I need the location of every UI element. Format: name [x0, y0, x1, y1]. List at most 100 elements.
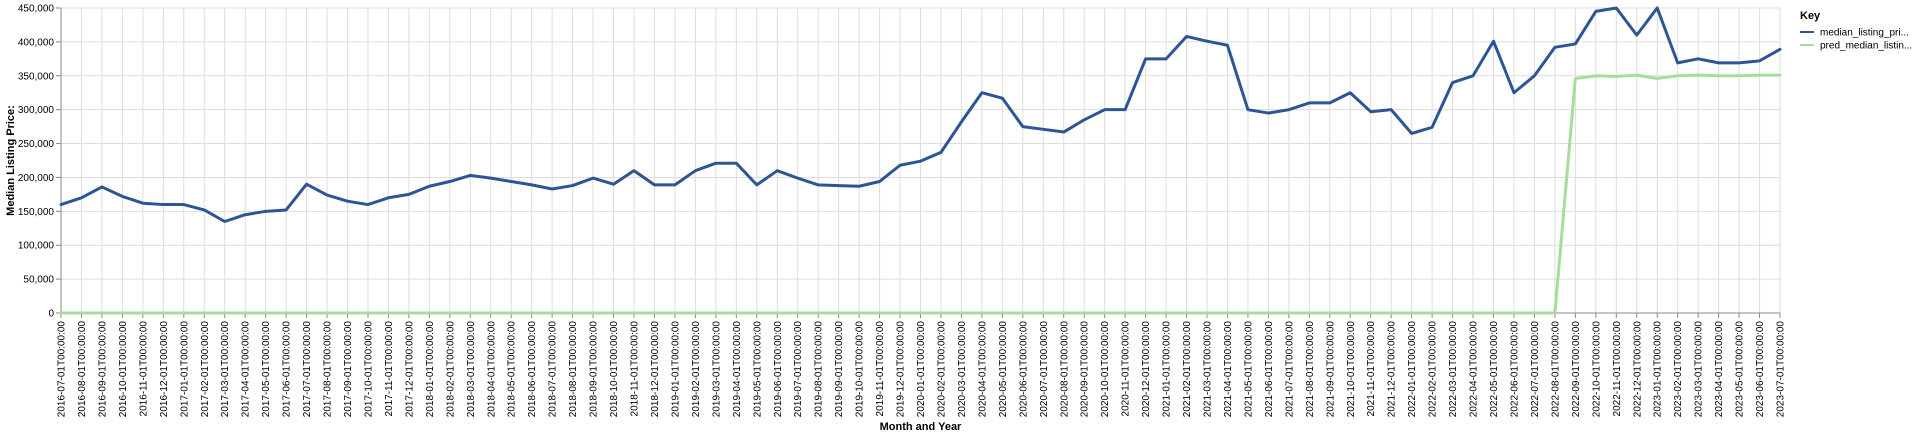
x-tick-label: 2021-11-01T00:00:00: [1366, 321, 1377, 417]
x-tick-label: 2020-12-01T00:00:00: [1141, 321, 1152, 418]
y-tick-label: 350,000: [18, 71, 55, 82]
x-tick-label: 2019-07-01T00:00:00: [793, 321, 804, 418]
x-tick-label: 2022-04-01T00:00:00: [1469, 321, 1480, 418]
x-tick-label: 2018-11-01T00:00:00: [630, 321, 641, 417]
x-tick-label: 2019-08-01T00:00:00: [814, 321, 825, 418]
y-tick-label: 450,000: [18, 4, 55, 15]
x-tick-label: 2021-07-01T00:00:00: [1284, 321, 1295, 418]
x-tick-label: 2017-05-01T00:00:00: [261, 321, 272, 418]
x-tick-label: 2021-02-01T00:00:00: [1182, 321, 1193, 418]
x-tick-label: 2021-09-01T00:00:00: [1325, 321, 1336, 418]
x-tick-label: 2018-02-01T00:00:00: [445, 321, 456, 418]
y-tick-label: 300,000: [18, 105, 55, 116]
x-tick-label: 2022-02-01T00:00:00: [1428, 321, 1439, 418]
legend-label: pred_median_listin...: [1820, 41, 1912, 52]
x-tick-label: 2017-09-01T00:00:00: [343, 321, 354, 418]
series-line-1: [59, 6, 1782, 223]
x-tick-label: 2023-07-01T00:00:00: [1776, 321, 1787, 418]
x-tick-label: 2020-08-01T00:00:00: [1059, 321, 1070, 418]
x-tick-label: 2017-10-01T00:00:00: [363, 321, 374, 418]
y-axis-title: Median Listing Price:: [5, 105, 17, 216]
y-tick-label: 150,000: [18, 207, 55, 218]
x-tick-label: 2017-02-01T00:00:00: [200, 321, 211, 418]
x-tick-label: 2019-03-01T00:00:00: [711, 321, 722, 418]
x-tick-label: 2017-04-01T00:00:00: [241, 321, 252, 418]
x-tick-label: 2020-07-01T00:00:00: [1039, 321, 1050, 418]
x-tick-label: 2021-08-01T00:00:00: [1305, 321, 1316, 418]
x-tick-label: 2020-10-01T00:00:00: [1100, 321, 1111, 418]
x-tick-label: 2023-02-01T00:00:00: [1673, 321, 1684, 418]
x-tick-label: 2016-10-01T00:00:00: [118, 321, 129, 418]
x-tick-label: 2023-03-01T00:00:00: [1694, 321, 1705, 418]
x-tick-label: 2019-12-01T00:00:00: [896, 321, 907, 418]
x-tick-label: 2019-09-01T00:00:00: [834, 321, 845, 418]
x-tick-label: 2023-01-01T00:00:00: [1653, 321, 1664, 418]
y-tick-label: 0: [48, 309, 54, 320]
x-tick-label: 2020-02-01T00:00:00: [936, 321, 947, 418]
x-tick-label: 2018-07-01T00:00:00: [548, 321, 559, 418]
x-tick-label: 2022-10-01T00:00:00: [1591, 321, 1602, 418]
x-tick-label: 2017-08-01T00:00:00: [323, 321, 334, 418]
x-axis-title: Month and Year: [880, 421, 962, 433]
x-tick-label: 2022-05-01T00:00:00: [1489, 321, 1500, 418]
gridlines: [60, 7, 1781, 314]
x-tick-label: 2021-01-01T00:00:00: [1162, 321, 1173, 418]
x-tick-label: 2019-05-01T00:00:00: [752, 321, 763, 418]
x-tick-label: 2021-06-01T00:00:00: [1264, 321, 1275, 418]
x-tick-label: 2022-11-01T00:00:00: [1612, 321, 1623, 417]
y-tick-label: 200,000: [18, 173, 55, 184]
x-tick-label: 2020-04-01T00:00:00: [977, 321, 988, 418]
x-tick-label: 2016-11-01T00:00:00: [138, 321, 149, 417]
legend-label: median_listing_pri...: [1820, 28, 1909, 39]
x-tick-label: 2017-03-01T00:00:00: [220, 321, 231, 418]
x-axis: 2016-07-01T00:00:00 2016-08-01T00:00:00 20…: [57, 312, 1787, 418]
x-tick-label: 2022-07-01T00:00:00: [1530, 321, 1541, 418]
x-tick-label: 2023-04-01T00:00:00: [1714, 321, 1725, 418]
series-line-2: [59, 73, 1782, 315]
x-tick-label: 2019-10-01T00:00:00: [855, 321, 866, 418]
x-tick-label: 2018-08-01T00:00:00: [568, 321, 579, 418]
y-axis: 0 50,000 100,000 150,000 200,000 250,000 300,0…: [18, 4, 62, 320]
x-tick-label: 2018-05-01T00:00:00: [507, 321, 518, 418]
x-tick-label: 2021-12-01T00:00:00: [1387, 321, 1398, 418]
x-tick-label: 2023-05-01T00:00:00: [1735, 321, 1746, 418]
x-tick-label: 2022-12-01T00:00:00: [1632, 321, 1643, 418]
x-tick-label: 2022-09-01T00:00:00: [1571, 321, 1582, 418]
x-tick-label: 2016-08-01T00:00:00: [77, 321, 88, 418]
y-tick-label: 50,000: [23, 275, 54, 286]
x-tick-label: 2018-06-01T00:00:00: [527, 321, 538, 418]
x-tick-label: 2017-07-01T00:00:00: [302, 321, 313, 418]
x-tick-label: 2019-04-01T00:00:00: [732, 321, 743, 418]
x-tick-label: 2018-03-01T00:00:00: [466, 321, 477, 418]
y-tick-label: 100,000: [18, 241, 55, 252]
x-tick-label: 2020-03-01T00:00:00: [957, 321, 968, 418]
x-tick-label: 2020-05-01T00:00:00: [998, 321, 1009, 418]
x-tick-label: 2018-04-01T00:00:00: [486, 321, 497, 418]
x-tick-label: 2023-06-01T00:00:00: [1755, 321, 1766, 418]
x-tick-label: 2019-11-01T00:00:00: [875, 321, 886, 417]
x-tick-label: 2022-06-01T00:00:00: [1509, 321, 1520, 418]
x-tick-label: 2021-03-01T00:00:00: [1203, 321, 1214, 418]
x-tick-label: 2017-12-01T00:00:00: [404, 321, 415, 418]
x-tick-label: 2018-09-01T00:00:00: [589, 321, 600, 418]
legend: Key median_listing_pri... pred_median_lis…: [1800, 10, 1912, 52]
x-tick-label: 2019-02-01T00:00:00: [691, 321, 702, 418]
legend-title: Key: [1800, 10, 1821, 22]
x-tick-label: 2017-06-01T00:00:00: [282, 321, 293, 418]
y-tick-label: 400,000: [18, 37, 55, 48]
x-tick-label: 2018-12-01T00:00:00: [650, 321, 661, 418]
x-tick-label: 2020-09-01T00:00:00: [1080, 321, 1091, 418]
x-tick-label: 2020-01-01T00:00:00: [916, 321, 927, 418]
x-tick-label: 2021-04-01T00:00:00: [1223, 321, 1234, 418]
y-tick-label: 250,000: [18, 139, 55, 150]
x-tick-label: 2020-11-01T00:00:00: [1121, 321, 1132, 417]
x-tick-label: 2016-09-01T00:00:00: [97, 321, 108, 418]
x-tick-label: 2022-03-01T00:00:00: [1448, 321, 1459, 418]
series-lines: [59, 6, 1782, 315]
x-tick-label: 2018-01-01T00:00:00: [425, 321, 436, 418]
x-tick-label: 2019-01-01T00:00:00: [670, 321, 681, 418]
x-tick-label: 2020-06-01T00:00:00: [1018, 321, 1029, 418]
x-tick-label: 2021-05-01T00:00:00: [1243, 321, 1254, 418]
x-tick-label: 2021-10-01T00:00:00: [1346, 321, 1357, 418]
